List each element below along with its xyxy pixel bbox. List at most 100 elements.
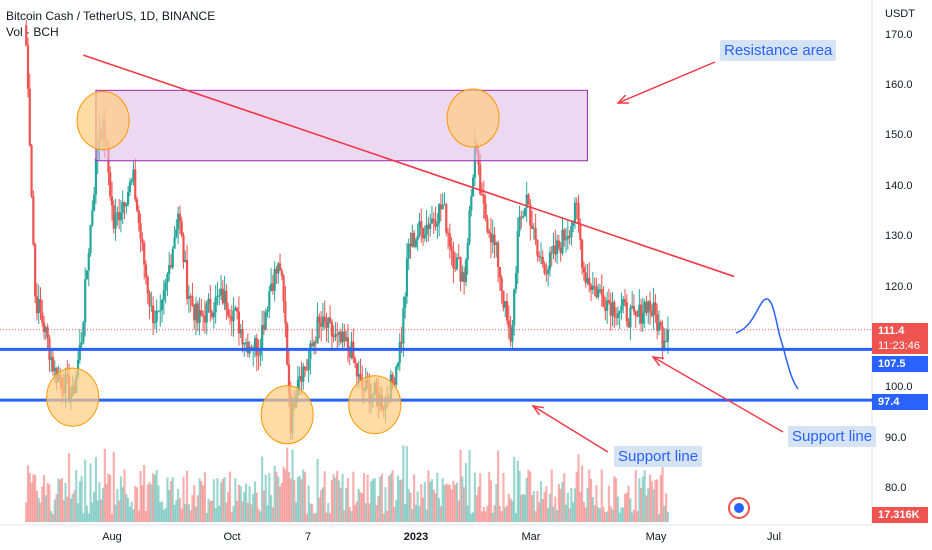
candle-body bbox=[641, 313, 644, 324]
candle-body bbox=[568, 235, 571, 238]
candle-body bbox=[196, 303, 199, 323]
candle-body bbox=[155, 310, 158, 322]
volume-bar bbox=[550, 469, 553, 522]
volume-bar bbox=[434, 493, 437, 522]
volume-bar bbox=[564, 504, 568, 522]
candle-body bbox=[85, 270, 89, 280]
candle-body bbox=[207, 298, 210, 304]
candle-body bbox=[123, 202, 126, 207]
candle-body bbox=[227, 309, 230, 316]
volume-bar bbox=[42, 475, 46, 522]
volume-bar bbox=[84, 459, 87, 522]
support-line-label: Support line bbox=[788, 426, 877, 447]
candle-body bbox=[330, 322, 333, 337]
candle-body bbox=[277, 263, 280, 274]
candle-body bbox=[409, 243, 412, 247]
candle-body bbox=[448, 233, 451, 247]
candles bbox=[25, 19, 670, 441]
candle-body bbox=[586, 277, 589, 284]
candle-body bbox=[125, 204, 128, 207]
candle-body bbox=[404, 296, 407, 309]
candle-body bbox=[654, 302, 657, 315]
volume-bar bbox=[50, 510, 53, 522]
volume-bar bbox=[525, 477, 528, 522]
candle-body bbox=[275, 268, 278, 274]
candle-body bbox=[130, 180, 133, 183]
volume-bar bbox=[489, 480, 493, 522]
volume-bar bbox=[62, 500, 65, 522]
candle-body bbox=[414, 240, 417, 247]
volume-bar bbox=[454, 484, 457, 522]
candle-body bbox=[253, 338, 257, 350]
volume-bar bbox=[93, 491, 96, 522]
support-arrow-mid-head bbox=[531, 405, 544, 416]
volume-bar bbox=[137, 510, 140, 522]
candle-body bbox=[312, 342, 316, 347]
candle-body bbox=[309, 343, 312, 360]
volume-bar bbox=[66, 496, 69, 522]
candle-body bbox=[278, 263, 282, 271]
volume-bar bbox=[143, 465, 146, 522]
candle-body bbox=[189, 295, 192, 297]
volume-bar bbox=[30, 482, 33, 522]
candle-body bbox=[121, 202, 124, 213]
volume-bar bbox=[82, 513, 85, 522]
support-line-label: Support line bbox=[614, 446, 703, 467]
candle-body bbox=[76, 359, 80, 376]
volume-bar bbox=[539, 481, 543, 522]
candle-body bbox=[87, 252, 90, 271]
candle-body bbox=[570, 226, 573, 238]
volume-bar bbox=[618, 512, 621, 522]
candle-body bbox=[657, 322, 661, 331]
volume-bar bbox=[152, 473, 155, 522]
volume-bar bbox=[295, 502, 298, 522]
volume-bar bbox=[264, 474, 267, 522]
y-tick: 120.0 bbox=[885, 281, 913, 293]
candle-body bbox=[273, 268, 276, 291]
volume-bar bbox=[139, 471, 142, 522]
volume-bar bbox=[468, 450, 471, 522]
support-level-badge: 97.4 bbox=[872, 394, 928, 410]
candle-body bbox=[150, 305, 153, 307]
volume-bar bbox=[545, 486, 548, 522]
volume-bar bbox=[393, 506, 396, 522]
volume-bar bbox=[198, 478, 201, 522]
volume-bar bbox=[293, 480, 296, 522]
candle-body bbox=[191, 296, 194, 306]
candle-body bbox=[307, 359, 310, 371]
volume-bar bbox=[593, 505, 596, 522]
candle-body bbox=[488, 231, 491, 234]
volume-bar bbox=[570, 487, 573, 522]
volume-bar bbox=[98, 482, 101, 522]
volume-bar bbox=[57, 478, 60, 522]
candle-body bbox=[314, 342, 317, 344]
candle-body bbox=[573, 202, 577, 223]
volume-bar bbox=[289, 478, 292, 522]
volume-bar bbox=[144, 511, 148, 522]
volume-bar bbox=[622, 507, 625, 522]
candle-body bbox=[643, 302, 646, 314]
volume-bar bbox=[634, 470, 637, 522]
volume-bar bbox=[513, 456, 516, 522]
volume-bar bbox=[581, 465, 584, 522]
volume-bar bbox=[400, 479, 403, 522]
candle-body bbox=[625, 302, 628, 322]
volume-bar bbox=[312, 513, 316, 522]
volume-bar bbox=[185, 470, 189, 522]
volume-bar bbox=[316, 458, 319, 522]
volume-bar bbox=[632, 509, 636, 522]
candle-body bbox=[452, 250, 455, 269]
y-tick: 100.0 bbox=[885, 381, 913, 393]
x-tick: May bbox=[645, 531, 667, 543]
volume-bar bbox=[184, 503, 187, 522]
candle-body bbox=[128, 182, 131, 193]
candle-body bbox=[412, 232, 416, 247]
candle-body bbox=[205, 303, 208, 323]
volume-bar bbox=[211, 500, 214, 522]
candle-body bbox=[656, 314, 659, 331]
volume-bar bbox=[187, 504, 190, 522]
volume-bar bbox=[39, 502, 42, 522]
volume-bar bbox=[412, 474, 416, 522]
candle-body bbox=[529, 204, 532, 226]
